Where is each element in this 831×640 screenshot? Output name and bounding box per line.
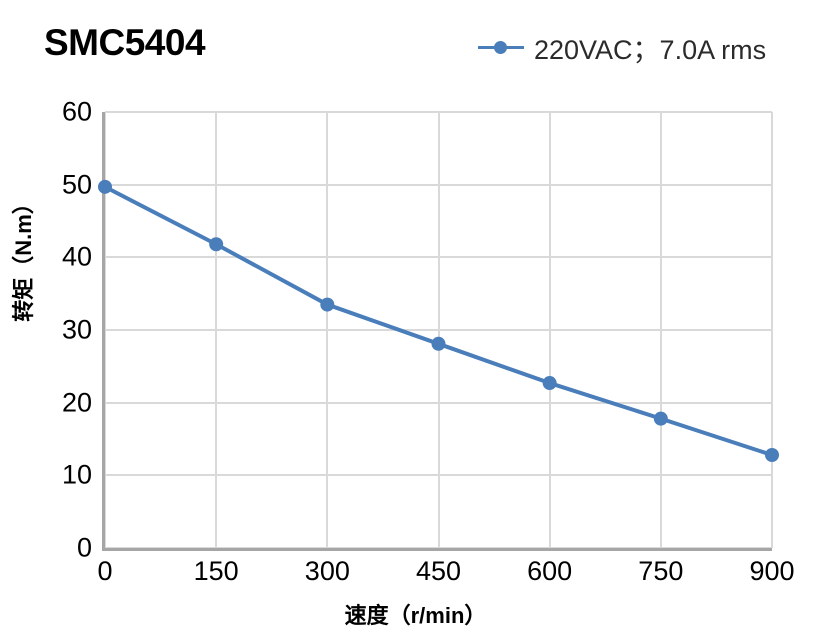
x-tick-label: 900: [749, 556, 795, 586]
series-layer: [98, 179, 779, 462]
y-axis-tick-labels: 0 10 20 30 40 50 60: [32, 97, 92, 563]
x-tick-label: 600: [527, 556, 573, 586]
y-tick-label: 0: [76, 532, 92, 563]
y-tick-label: 30: [61, 314, 92, 345]
data-point-marker: [98, 179, 112, 194]
data-point-marker: [431, 336, 446, 351]
gridline-vertical: [215, 112, 218, 548]
gridline-vertical: [659, 112, 662, 548]
x-tick-label: 300: [304, 556, 350, 586]
y-tick-label: 50: [61, 169, 92, 200]
x-tick-label: 750: [638, 556, 684, 586]
y-axis-title-wrapper: 转矩（N.m）: [5, 147, 39, 367]
series-line: [103, 184, 774, 457]
data-point-marker: [542, 376, 557, 391]
data-point-marker: [209, 237, 224, 252]
x-tick-label: 0: [97, 556, 113, 586]
legend-marker-icon: [478, 40, 524, 56]
x-axis-title: 速度（r/min）: [344, 603, 487, 628]
data-point-marker: [765, 447, 779, 462]
y-tick-label: 10: [61, 459, 92, 490]
y-axis-line: [102, 112, 105, 548]
data-point-marker: [320, 297, 335, 312]
gridline-vertical: [548, 112, 551, 548]
x-tick-label: 450: [415, 556, 462, 586]
plot-area: [98, 111, 779, 551]
x-axis-line: [102, 548, 772, 551]
legend-dot-icon: [494, 40, 507, 54]
gridline-vertical: [771, 112, 773, 548]
y-tick-label: 60: [61, 96, 92, 127]
x-axis-tick-labels: 0 150 300 450 600 750 900: [97, 556, 794, 592]
chart-legend: 220VAC；7.0A rms: [478, 28, 766, 67]
gridline-vertical: [326, 112, 329, 548]
y-tick-label: 20: [61, 387, 92, 418]
gridline-vertical: [104, 112, 106, 548]
x-tick-label: 150: [193, 556, 239, 586]
data-point-marker: [653, 411, 668, 426]
y-tick-label: 40: [61, 241, 92, 272]
chart-title: SMC5404: [44, 22, 206, 63]
legend-item-label: 220VAC；7.0A rms: [534, 35, 767, 65]
y-axis-title: 转矩（N.m）: [11, 192, 36, 322]
gridline-vertical: [437, 112, 440, 548]
